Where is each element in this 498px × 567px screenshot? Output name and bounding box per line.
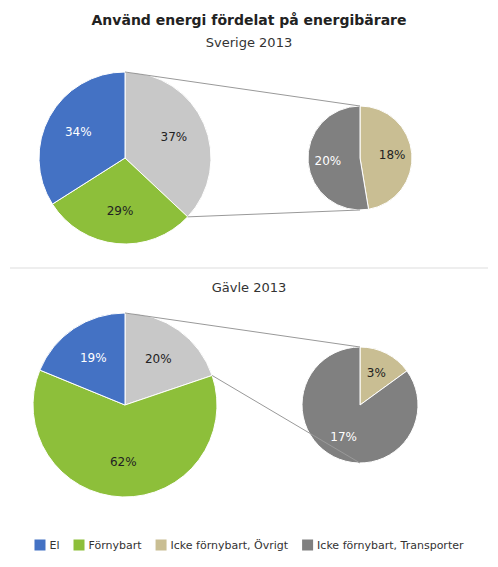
pie [39, 72, 211, 244]
data-label: 37% [161, 130, 188, 144]
data-label: 20% [315, 154, 342, 168]
legend: El Förnybart Icke förnybart, Övrigt Icke fö… [34, 539, 463, 552]
subtitle: Gävle 2013 [212, 280, 287, 295]
chart: Använd energi fördelat på energibärare Sv… [0, 0, 498, 567]
pie [308, 106, 412, 210]
connector [212, 375, 360, 463]
legend-label: El [49, 539, 59, 552]
pie-slice [360, 106, 412, 209]
connector [125, 72, 360, 106]
legend-swatch [74, 540, 85, 551]
connector [125, 313, 360, 347]
connector [188, 210, 360, 217]
data-label: 29% [107, 204, 134, 218]
data-label: 18% [379, 148, 406, 162]
pie-slice [40, 313, 125, 405]
pie [33, 313, 217, 497]
pie-slice [308, 106, 369, 210]
data-label: 3% [367, 366, 386, 380]
data-label: 62% [110, 455, 137, 469]
divider [10, 268, 488, 269]
pie-slice [39, 72, 125, 204]
data-label: 17% [330, 430, 357, 444]
data-label: 34% [65, 125, 92, 139]
title: Använd energi fördelat på energibärare [92, 12, 407, 28]
pie-slice [302, 347, 418, 463]
data-label: 19% [80, 351, 107, 365]
legend-label: Icke förnybart, Övrigt [171, 539, 289, 552]
legend-label: Förnybart [89, 539, 143, 552]
legend-swatch [156, 540, 167, 551]
legend-swatch [34, 540, 45, 551]
legend-swatch [302, 540, 313, 551]
pie [302, 347, 418, 463]
subtitle: Sverige 2013 [206, 35, 292, 50]
legend-label: Icke förnybart, Transporter [317, 539, 464, 552]
data-label: 20% [145, 352, 172, 366]
